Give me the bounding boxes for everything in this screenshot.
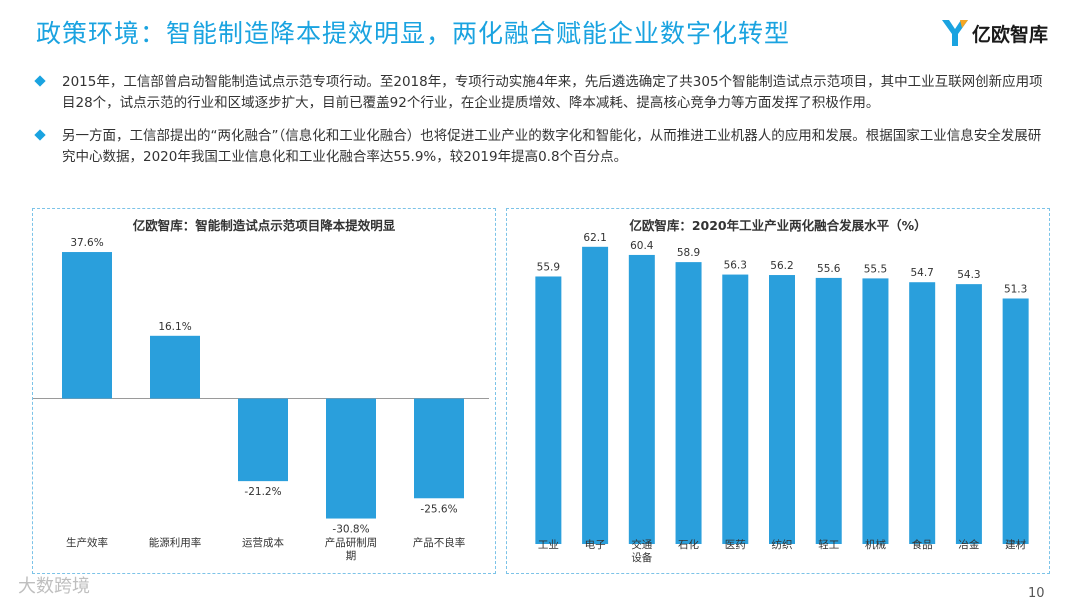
category-label: 建材 bbox=[1005, 538, 1026, 551]
category-label: 轻工 bbox=[818, 538, 839, 551]
category-label: 设备 bbox=[631, 551, 652, 564]
bar bbox=[326, 398, 376, 519]
data-label: 55.9 bbox=[537, 261, 560, 273]
chart-title: 亿欧智库：智能制造试点示范项目降本提效明显 bbox=[132, 218, 396, 233]
page-number: 10 bbox=[1028, 586, 1045, 601]
category-label: 机械 bbox=[865, 538, 886, 551]
diamond-bullet-icon bbox=[34, 75, 46, 87]
data-label: 54.3 bbox=[957, 269, 980, 281]
chart-panel-left: 亿欧智库：智能制造试点示范项目降本提效明显 37.6% 生产效率 16.1% 能源利用… bbox=[32, 208, 496, 574]
category-label: 冶金 bbox=[958, 538, 980, 551]
data-label: 55.6 bbox=[817, 263, 841, 275]
data-label: 58.9 bbox=[677, 247, 700, 259]
watermark: 大数跨境 bbox=[18, 576, 90, 597]
data-label: -30.8% bbox=[332, 524, 369, 536]
bar bbox=[815, 277, 842, 544]
bar bbox=[62, 252, 112, 399]
bar bbox=[150, 335, 200, 399]
category-label: 医药 bbox=[725, 539, 746, 551]
data-label: -25.6% bbox=[420, 503, 457, 515]
bullet-list: 2015年，工信部曾启动智能制造试点示范专项行动。至2018年，专项行动实施4年… bbox=[34, 72, 1046, 180]
data-label: -21.2% bbox=[244, 486, 281, 498]
data-label: 56.2 bbox=[770, 260, 793, 272]
category-label: 能源利用率 bbox=[149, 536, 202, 549]
category-label: 食品 bbox=[912, 538, 933, 551]
data-label: 56.3 bbox=[724, 260, 747, 272]
category-label: 交通 bbox=[631, 538, 652, 551]
category-label: 电子 bbox=[585, 538, 606, 551]
bar bbox=[909, 282, 936, 544]
bar bbox=[414, 398, 464, 499]
data-label: 51.3 bbox=[1004, 283, 1027, 295]
data-label: 55.5 bbox=[864, 263, 887, 275]
data-label: 60.4 bbox=[630, 240, 654, 252]
bar bbox=[769, 275, 795, 544]
category-label: 石化 bbox=[678, 538, 699, 551]
data-label: 54.7 bbox=[910, 267, 933, 279]
bar bbox=[1002, 298, 1029, 544]
logo-icon bbox=[942, 20, 968, 46]
bullet-text: 另一方面，工信部提出的“两化融合”（信息化和工业化融合）也将促进工业产业的数字化… bbox=[62, 128, 1042, 165]
cost-efficiency-chart: 37.6% 生产效率 16.1% 能源利用率 -21.2% 运营成本 -30.8%产品研制周… bbox=[33, 237, 489, 562]
bar bbox=[862, 278, 889, 544]
bar bbox=[238, 398, 288, 482]
chart-title: 亿欧智库：2020年工业产业两化融合发展水平（%） bbox=[629, 218, 927, 233]
category-label: 生产效率 bbox=[66, 536, 108, 549]
category-label: 产品不良率 bbox=[413, 536, 466, 549]
bullet-item: 2015年，工信部曾启动智能制造试点示范专项行动。至2018年，专项行动实施4年… bbox=[34, 72, 1046, 114]
category-label: 期 bbox=[346, 550, 357, 562]
category-label: 工业 bbox=[538, 539, 559, 551]
category-label: 产品研制周 bbox=[325, 536, 378, 549]
category-label: 纺织 bbox=[772, 538, 793, 551]
brand-logo: 亿欧智库 bbox=[938, 16, 1058, 50]
page-title: 政策环境：智能制造降本提效明显，两化融合赋能企业数字化转型 bbox=[36, 19, 791, 48]
bar bbox=[582, 246, 609, 545]
chart-panel-right: 亿欧智库：2020年工业产业两化融合发展水平（%） 55.9 工业 62.1 电子 60… bbox=[506, 208, 1050, 574]
bar bbox=[675, 262, 702, 544]
data-label: 62.1 bbox=[583, 232, 606, 244]
data-label: 16.1% bbox=[158, 321, 191, 333]
bullet-item: 另一方面，工信部提出的“两化融合”（信息化和工业化融合）也将促进工业产业的数字化… bbox=[34, 126, 1046, 168]
bullet-text: 2015年，工信部曾启动智能制造试点示范专项行动。至2018年，专项行动实施4年… bbox=[62, 74, 1043, 111]
data-label: 37.6% bbox=[70, 237, 103, 249]
bar bbox=[955, 284, 982, 544]
bar bbox=[535, 276, 562, 544]
diamond-bullet-icon bbox=[34, 129, 46, 141]
category-label: 运营成本 bbox=[242, 536, 284, 549]
bar bbox=[628, 254, 655, 544]
bar bbox=[722, 274, 749, 544]
logo-text: 亿欧智库 bbox=[972, 24, 1049, 46]
